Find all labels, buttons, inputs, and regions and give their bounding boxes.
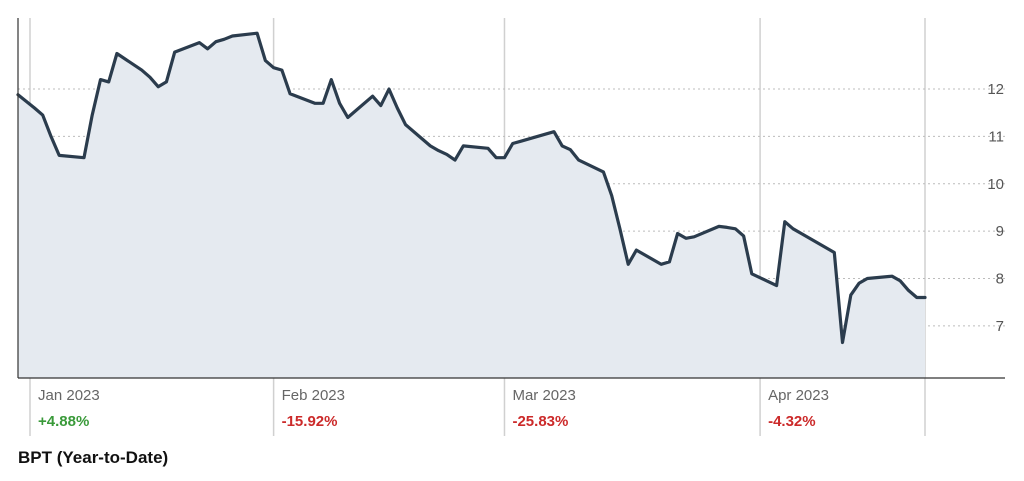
- month-change: -15.92%: [282, 413, 338, 430]
- plot-area: [16, 31, 927, 378]
- month-label: Apr 2023: [768, 387, 829, 404]
- month-label: Mar 2023: [512, 387, 575, 404]
- y-tick-label: 10: [987, 176, 1004, 193]
- month-change: -25.83%: [512, 413, 568, 430]
- y-tick-label: 12: [987, 81, 1004, 98]
- series-area-fill: [18, 33, 925, 378]
- labels: 7 8 9 10 11 12 Jan 2023 +4.88% Feb 2023 -15.92% Ma…: [38, 81, 1004, 430]
- month-change: -4.32%: [768, 413, 816, 430]
- month-label: Jan 2023: [38, 387, 100, 404]
- y-tick-label: 9: [996, 223, 1004, 240]
- chart-title: BPT (Year-to-Date): [18, 448, 169, 467]
- axes: [17, 18, 1005, 379]
- y-tick-label: 11: [988, 128, 1004, 145]
- month-change: +4.88%: [38, 413, 89, 430]
- y-tick-label: 7: [996, 318, 1004, 335]
- y-tick-label: 8: [996, 271, 1004, 288]
- month-label: Feb 2023: [282, 387, 345, 404]
- series-line: [16, 31, 927, 345]
